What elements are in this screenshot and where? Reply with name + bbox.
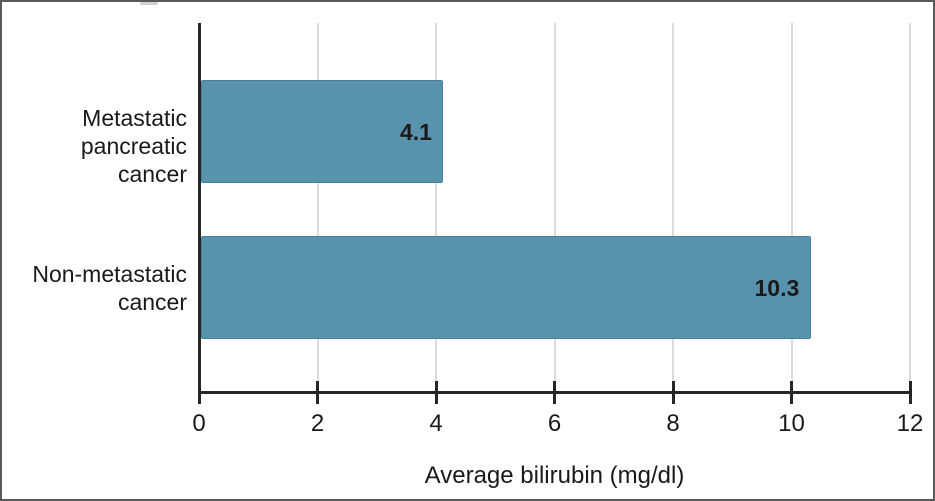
x-axis-tick-label: 2 [310,410,325,437]
x-axis-line [197,390,912,394]
x-axis-tick-label: 6 [547,410,562,437]
bar-value-label: 4.1 [399,118,432,145]
category-label: Non-metastatic cancer [7,260,187,316]
y-axis-line [197,23,201,404]
top-edge-artifact [140,2,158,5]
x-axis-title: Average bilirubin (mg/dl) [424,462,685,489]
gridline [553,23,556,392]
gridline [909,23,911,392]
bar [200,80,444,183]
gridline [316,23,319,392]
gridline [672,23,674,392]
x-axis-tick-label: 0 [192,410,206,437]
bar-value-label: 10.3 [754,274,800,301]
x-axis-tick-label: 8 [666,410,680,437]
bar [200,236,811,339]
x-axis-tick-label: 4 [429,410,443,437]
gridline [790,23,793,392]
gridline [435,23,437,392]
category-label-line: Non-metastatic [32,260,187,287]
category-label: Metastatic pancreatic cancer [7,104,187,188]
category-label-line: Metastatic [82,104,187,131]
x-axis-tick-label: 12 [896,410,924,437]
category-label-line: pancreatic cancer [80,132,187,187]
category-label-line: cancer [117,288,187,315]
x-axis-tick-label: 10 [778,410,805,437]
